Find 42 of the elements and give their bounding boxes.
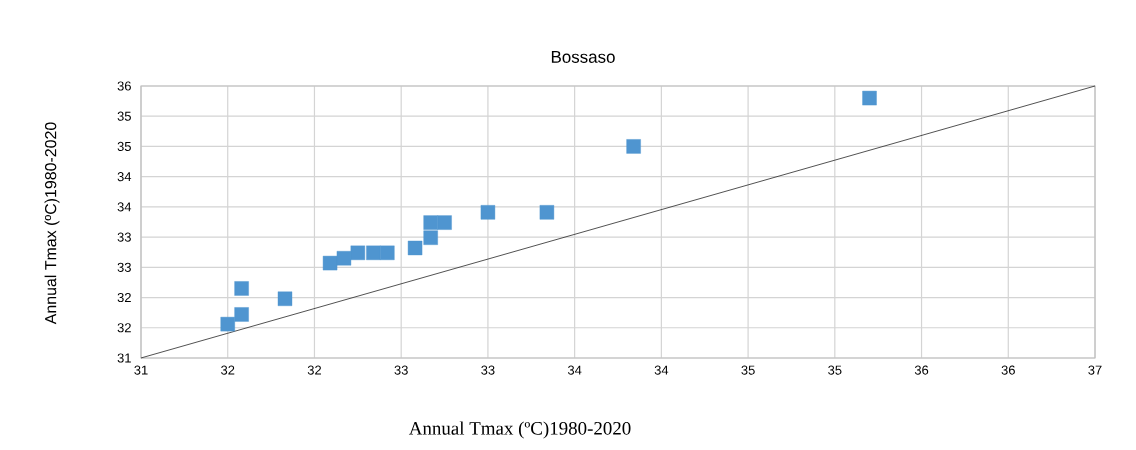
point	[366, 245, 381, 261]
y-tick-label: 35	[117, 111, 131, 121]
point	[423, 215, 438, 230]
x-tick-label: 31	[134, 365, 148, 375]
point	[277, 291, 293, 306]
x-tick-label: 36	[914, 365, 929, 375]
point	[407, 240, 423, 256]
point	[437, 215, 452, 230]
y-tick-label: 31	[117, 353, 131, 363]
chart-title: Bossaso	[551, 51, 615, 63]
y-axis-title: Annual Tmax (ºC)1980-2020	[44, 122, 60, 325]
point	[234, 281, 249, 296]
x-tick-label: 33	[394, 365, 408, 375]
x-tick-label: 34	[654, 365, 669, 375]
x-tick-label: 33	[481, 365, 495, 375]
x-tick-label: 32	[221, 365, 235, 375]
y-tick-label: 35	[117, 141, 131, 152]
y-tick-label: 33	[117, 262, 131, 272]
x-tick-label: 35	[741, 365, 755, 375]
point	[220, 316, 235, 332]
point	[350, 245, 366, 261]
x-tick-label: 32	[307, 365, 322, 375]
point	[423, 230, 438, 245]
x-tick-label: 35	[828, 365, 842, 375]
y-tick-label: 36	[117, 81, 131, 91]
point	[380, 245, 395, 261]
point	[626, 139, 641, 154]
y-tick-label: 34	[117, 202, 132, 212]
y-tick-label: 32	[117, 292, 131, 303]
point	[336, 251, 352, 266]
x-tick-label: 34	[567, 365, 582, 375]
point	[480, 205, 496, 220]
x-tick-label: 36	[1001, 365, 1015, 375]
point	[539, 205, 555, 220]
x-axis-title: Annual Tmax (ºC)1980-2020	[408, 421, 631, 439]
y-tick-label: 34	[117, 172, 132, 182]
point	[234, 307, 249, 322]
point	[322, 255, 338, 271]
point	[862, 90, 877, 106]
y-tick-label: 33	[117, 232, 131, 242]
y-tick-label: 32	[117, 323, 131, 333]
x-tick-label: 37	[1088, 365, 1102, 375]
